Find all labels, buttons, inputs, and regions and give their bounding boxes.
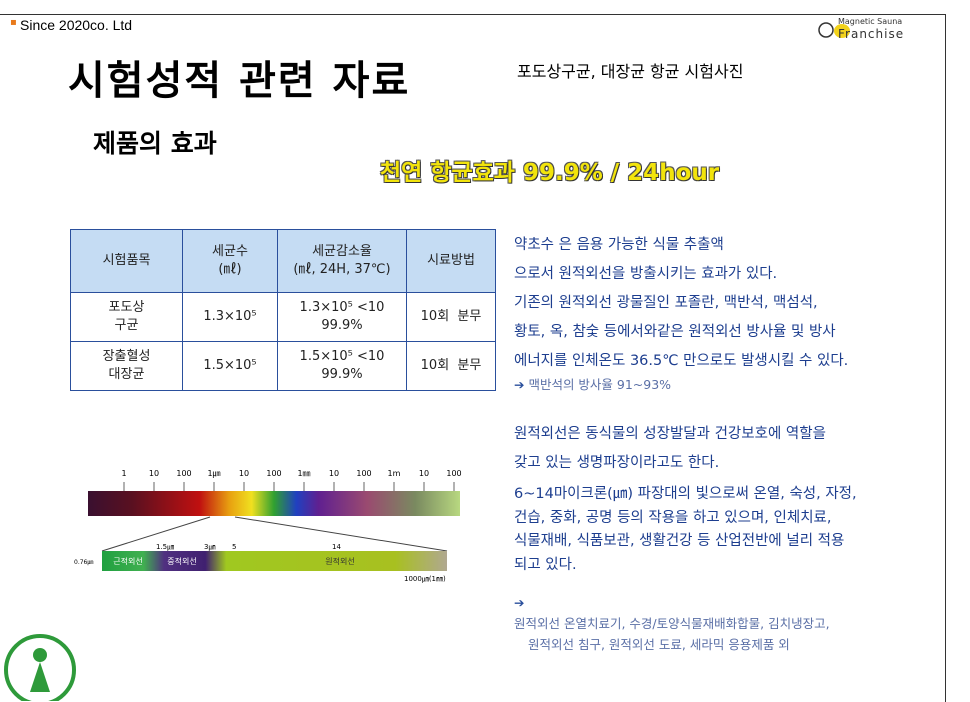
note: ➔ 원적외선 온열치료기, 수경/토양식물재배화합물, 김치냉장고, 원적외선 침구… — [514, 592, 830, 655]
company: Since 2020co. Ltd — [20, 17, 133, 33]
cell: 10회 분무 — [406, 341, 496, 391]
text-line: 식물재배, 식품보관, 생활건강 등 산업전반에 널리 적용 — [514, 533, 845, 549]
text-line: 황토, 옥, 참숯 등에서와같은 원적외선 방사율 및 방사 — [514, 324, 836, 340]
mark-label: 5 — [232, 543, 236, 551]
cell: 장출혈성 대장균 — [70, 341, 183, 391]
header-cell: 시료방법 — [406, 229, 496, 293]
scale-label: 100 — [446, 469, 461, 478]
section-title: 제품의 효과 — [93, 129, 217, 158]
text-line: 되고 있다. — [514, 556, 577, 573]
text-line: 약초수 은 음용 가능한 식물 추출액 — [514, 237, 724, 253]
marker: ▪ — [10, 17, 17, 28]
paragraph: 6~14마이크론(㎛) 파장대의 빛으로써 온열, 숙성, 자정, 건습, 중화,… — [514, 483, 857, 577]
start-label: 0.76㎛ — [74, 559, 93, 567]
logo — [818, 22, 850, 38]
cell: 1.5×10⁵ <10 99.9% — [277, 341, 407, 391]
scale-label: 1㎛ — [207, 469, 220, 479]
logo-bottom: Franchise — [838, 27, 905, 41]
subtitle: 포도상구균, 대장균 항균 시험사진 — [517, 62, 744, 81]
zoom-line — [101, 516, 211, 552]
text-line: 갖고 있는 생명파장이라고도 한다. — [514, 455, 720, 471]
scale-label: 10 — [239, 469, 249, 478]
header-cell: 세균수 (㎖) — [182, 229, 278, 293]
scale-label: 100 — [176, 469, 191, 478]
scale-label: 1㎜ — [297, 469, 310, 478]
cell: 1.3×10⁵ — [182, 292, 278, 342]
result-table: 시험품목 세균수 (㎖) 세균감소율 (㎖, 24H, 37℃) 시료방법 포도… — [70, 229, 496, 391]
header-cell: 세균감소율 (㎖, 24H, 37℃) — [277, 229, 407, 293]
scale-label: 10 — [149, 469, 159, 478]
arrow: ➔ — [514, 595, 525, 610]
text-line: 건습, 중화, 공명 등의 작용을 하고 있으며, 인체치료, — [514, 509, 832, 526]
bottom-logo — [4, 634, 76, 701]
mark-label: 1.5㎛ — [156, 543, 174, 552]
text-line: 원적외선 침구, 원적외선 도료, 세라믹 응용제품 외 — [528, 637, 790, 652]
cell: 포도상 구균 — [70, 292, 183, 342]
text-line: 으로서 원적외선을 방출시키는 효과가 있다. — [514, 266, 778, 282]
band-label: 원적외선 — [325, 556, 354, 566]
band-label: 중적외선 — [167, 556, 196, 566]
scale-label: 10 — [419, 469, 429, 478]
spectrum: 1 10 100 1㎛ 10 100 1㎜ 10 100 1m 10 100 0.76㎛ 1.5㎛ 3㎛ 5 1… — [74, 469, 462, 584]
header-cell: 시험품목 — [70, 229, 183, 293]
band-label: 근적외선 — [113, 556, 142, 566]
end-label: 1000㎛(1㎜) — [404, 575, 446, 584]
text-line: 원적외선은 동식물의 성장발달과 건강보호에 역할을 — [514, 426, 826, 442]
cell: 1.3×10⁵ <10 99.9% — [277, 292, 407, 342]
scale-label: 100 — [356, 469, 371, 478]
spectrum-bar — [88, 491, 460, 516]
text-line: 6~14마이크론(㎛) 파장대의 빛으로써 온열, 숙성, 자정, — [514, 486, 857, 502]
logo-top: Magnetic Sauna — [838, 17, 903, 26]
cell: 10회 분무 — [406, 292, 496, 342]
scale-label: 1m — [388, 469, 401, 478]
cell: 1.5×10⁵ — [182, 341, 278, 391]
zoom-line — [234, 516, 448, 552]
scale-label: 10 — [329, 469, 339, 478]
text-line: 원적외선 온열치료기, 수경/토양식물재배화합물, 김치냉장고, — [514, 616, 830, 631]
text-line: 에너지를 인체온도 36.5℃ 만으로도 발생시킬 수 있다. — [514, 353, 849, 369]
mark-label: 14 — [332, 543, 341, 551]
infrared-bar — [102, 551, 447, 571]
text-line: 기존의 원적외선 광물질인 포졸란, 맥반석, 맥섬석, — [514, 295, 818, 311]
scale-label: 100 — [266, 469, 281, 478]
mark-label: 3㎛ — [204, 543, 215, 552]
title: 시험성적 관련 자료 — [68, 58, 411, 104]
scale-label: 1 — [121, 469, 126, 478]
highlight: 천연 항균효과 99.9% / 24hour — [380, 160, 720, 186]
note: ➔ 맥반석의 방사율 91~93% — [514, 377, 672, 392]
note-text: 맥반석의 방사율 91~93% — [528, 377, 672, 392]
slide-frame — [0, 14, 946, 702]
